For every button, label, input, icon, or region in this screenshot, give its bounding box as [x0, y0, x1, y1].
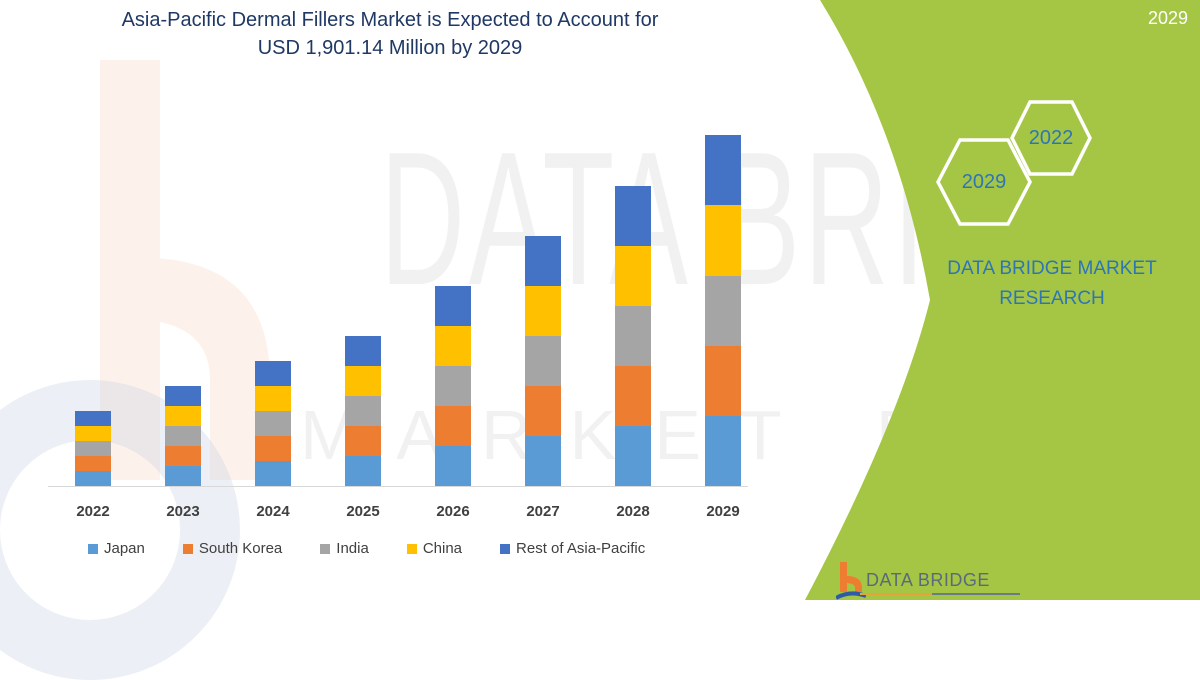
bar-segment-japan [345, 456, 381, 486]
bar-segment-india [525, 335, 561, 386]
legend-item: India [320, 540, 369, 557]
bar-segment-rest-of-asia-pacific [705, 135, 741, 206]
legend-item: South Korea [182, 540, 283, 557]
bar-segment-india [75, 441, 111, 457]
title-line-2: USD 1,901.14 Million by 2029 [257, 37, 523, 59]
chart-legend: Japan South Korea India China Rest of Asia-P… [88, 540, 683, 557]
bar-2029 [705, 135, 741, 486]
bar-segment-south-korea [615, 365, 651, 426]
legend-swatch-icon [182, 543, 193, 554]
bar-segment-china [705, 205, 741, 276]
legend-label: Japan [104, 540, 145, 557]
logo-underline [860, 593, 1020, 595]
x-tick-label: 2022 [76, 503, 110, 520]
corner-year: 2029 [1147, 8, 1188, 28]
bar-segment-rest-of-asia-pacific [345, 336, 381, 367]
bar-segment-china [435, 325, 471, 366]
logo-text: DATA BRIDGE [866, 570, 990, 590]
bar-segment-india [705, 275, 741, 346]
bar-segment-south-korea [435, 405, 471, 446]
bar-segment-india [435, 365, 471, 406]
hex-badge-label: 2022 [1028, 126, 1074, 149]
x-tick-label: 2029 [706, 503, 740, 520]
bar-2024 [255, 361, 291, 486]
bar-segment-china [615, 245, 651, 306]
bar-2026 [435, 285, 471, 486]
bar-2025 [345, 336, 381, 486]
legend-item: China [406, 540, 463, 557]
legend-swatch-icon [500, 543, 511, 554]
bar-segment-india [165, 426, 201, 447]
brand-line-2: RESEARCH [999, 288, 1105, 309]
chart-title: Asia-Pacific Dermal Fillers Market is Ex… [40, 6, 740, 62]
x-tick-label: 2027 [526, 503, 560, 520]
bar-segment-japan [255, 461, 291, 486]
legend-swatch-icon [320, 543, 331, 554]
hexagon-icon [1010, 100, 1092, 176]
title-line-1: Asia-Pacific Dermal Fillers Market is Ex… [121, 9, 659, 31]
x-tick-label: 2024 [256, 503, 290, 520]
legend-label: China [422, 540, 463, 557]
bar-segment-rest-of-asia-pacific [75, 411, 111, 427]
legend-item: Rest of Asia-Pacific [500, 540, 645, 557]
bar-2023 [165, 386, 201, 486]
bar-segment-india [345, 396, 381, 427]
data-bridge-logo-icon [836, 562, 866, 600]
bar-segment-japan [435, 445, 471, 486]
x-tick-label: 2026 [436, 503, 470, 520]
hex-badge-label: 2029 [961, 170, 1007, 193]
x-tick-label: 2025 [346, 503, 380, 520]
brand-name: DATA BRIDGE MARKET RESEARCH [920, 254, 1184, 314]
bar-segment-south-korea [705, 345, 741, 416]
legend-label: India [336, 540, 369, 557]
bar-2022 [75, 411, 111, 486]
legend-swatch-icon [406, 543, 417, 554]
legend-label: Rest of Asia-Pacific [516, 540, 646, 557]
bar-segment-south-korea [525, 385, 561, 436]
legend-label: South Korea [198, 540, 283, 557]
bar-segment-south-korea [255, 436, 291, 462]
bar-segment-china [255, 386, 291, 412]
bar-segment-south-korea [75, 456, 111, 472]
bar-segment-rest-of-asia-pacific [435, 285, 471, 326]
hex-badge-2022: 2022 [1010, 100, 1092, 176]
bar-segment-rest-of-asia-pacific [615, 185, 651, 246]
bar-segment-south-korea [165, 446, 201, 467]
bar-2028 [615, 185, 651, 486]
bar-segment-china [345, 366, 381, 397]
bar-segment-china [75, 426, 111, 442]
x-tick-label: 2028 [616, 503, 650, 520]
hex-badge-2029: 2029 [936, 138, 1032, 226]
x-tick-label: 2023 [166, 503, 200, 520]
bar-segment-japan [525, 435, 561, 486]
bar-segment-rest-of-asia-pacific [255, 361, 291, 387]
bar-segment-japan [165, 466, 201, 486]
bar-segment-japan [75, 471, 111, 486]
green-side-panel [805, 0, 1200, 600]
bar-segment-china [525, 285, 561, 336]
bar-segment-rest-of-asia-pacific [525, 235, 561, 286]
hexagon-icon [936, 138, 1032, 226]
bar-segment-japan [615, 425, 651, 486]
bar-segment-rest-of-asia-pacific [165, 386, 201, 407]
bar-segment-india [255, 411, 291, 437]
brand-line-1: DATA BRIDGE MARKET [947, 258, 1157, 279]
bar-2027 [525, 235, 561, 486]
legend-item: Japan [88, 540, 145, 557]
bar-segment-china [165, 406, 201, 427]
bar-segment-india [615, 305, 651, 366]
x-axis-line [48, 486, 748, 487]
bar-segment-japan [705, 415, 741, 486]
stacked-bar-chart: 2022 2023 2024 2025 2026 2027 2028 2029 [48, 135, 748, 520]
bar-segment-south-korea [345, 426, 381, 457]
legend-swatch-icon [88, 543, 98, 554]
